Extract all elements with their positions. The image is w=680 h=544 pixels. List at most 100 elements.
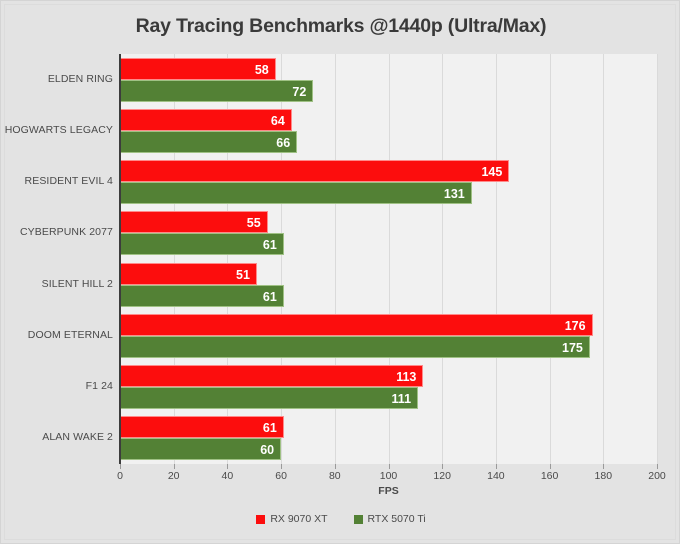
- tick-label: 120: [433, 470, 451, 482]
- bar-row: 61: [120, 284, 657, 307]
- tick-label: 200: [648, 470, 666, 482]
- tick-mark: [281, 464, 283, 469]
- bar-row: 66: [120, 130, 657, 153]
- tick-mark: [173, 464, 175, 469]
- bar[interactable]: 145: [120, 160, 510, 183]
- category-label: HOGWARTS LEGACY: [4, 123, 113, 136]
- gridline: [281, 54, 283, 464]
- tick-mark: [549, 464, 551, 469]
- bar-row: 58: [120, 57, 657, 80]
- bar-row: 51: [120, 262, 657, 285]
- category-label: CYBERPUNK 2077: [19, 226, 113, 239]
- bar-group: 113 111: [120, 365, 657, 410]
- value-axis-line: [119, 54, 121, 464]
- bar-row: 60: [120, 438, 657, 461]
- tick-label: 100: [379, 470, 398, 482]
- legend-label: RX 9070 XT: [270, 513, 328, 525]
- category-label: ELDEN RING: [47, 72, 113, 85]
- tick-label: 20: [167, 470, 180, 482]
- gridline: [549, 54, 551, 464]
- bar-value-label: 64: [270, 113, 285, 128]
- bar-row: 61: [120, 233, 657, 256]
- plot-area: 58 72 64 66 145 131 55 61 51 61 176 175 113 111 61 60: [120, 54, 658, 464]
- bar-value-label: 55: [246, 216, 261, 231]
- tick-label: 60: [275, 470, 287, 482]
- bar[interactable]: 113: [120, 365, 424, 388]
- bar-row: 113: [120, 365, 657, 388]
- legend-item[interactable]: RTX 5070 Ti: [353, 513, 426, 525]
- category-axis-labels: ELDEN RING HOGWARTS LEGACY RESIDENT EVIL 4…: [1, 54, 113, 464]
- bar[interactable]: 61: [120, 416, 284, 439]
- legend-item[interactable]: RX 9070 XT: [256, 513, 328, 525]
- bar[interactable]: 66: [120, 130, 298, 153]
- bar-value-label: 61: [262, 289, 277, 304]
- tick-mark: [120, 464, 121, 469]
- bar-group: 64 66: [120, 108, 657, 153]
- bar[interactable]: 51: [120, 262, 257, 285]
- tick-label: 40: [221, 470, 234, 482]
- bar[interactable]: 61: [120, 284, 284, 307]
- bar-row: 145: [120, 160, 657, 183]
- category-label: DOOM ETERNAL: [27, 328, 113, 341]
- bar-row: 131: [120, 182, 657, 205]
- bar[interactable]: 111: [120, 387, 419, 410]
- bar-row: 55: [120, 211, 657, 234]
- legend-swatch-icon: [353, 514, 363, 524]
- tick-mark: [442, 464, 444, 469]
- tick-mark: [227, 464, 229, 469]
- bar-value-label: 131: [443, 187, 465, 202]
- bar[interactable]: 58: [120, 57, 276, 80]
- tick-mark: [388, 464, 390, 469]
- tick-label: 0: [117, 470, 123, 482]
- bar[interactable]: 60: [120, 438, 282, 461]
- bar[interactable]: 61: [120, 233, 284, 256]
- bar-value-label: 61: [262, 238, 277, 253]
- bar-group: 51 61: [120, 262, 657, 307]
- bar-value-label: 51: [236, 267, 250, 282]
- bar-group: 61 60: [120, 416, 657, 461]
- category-label: ALAN WAKE 2: [42, 431, 113, 444]
- bar-row: 175: [120, 335, 657, 358]
- bar-group: 176 175: [120, 313, 657, 358]
- gridline: [603, 54, 605, 464]
- bar-value-label: 58: [254, 62, 269, 77]
- gridline: [227, 54, 229, 464]
- gridline: [442, 54, 444, 464]
- bar-row: 72: [120, 79, 657, 102]
- value-axis-ticks: 0 20 40 60 80 100 120 140 160 180 200: [117, 464, 666, 494]
- chart-title: Ray Tracing Benchmarks @1440p (Ultra/Max…: [135, 15, 547, 37]
- bar-value-label: 113: [396, 370, 417, 385]
- bar-row: 61: [120, 416, 657, 439]
- bar-value-label: 176: [564, 318, 586, 333]
- tick-mark: [603, 464, 605, 469]
- bar-group: 55 61: [120, 211, 657, 256]
- x-axis-title: FPS: [378, 485, 399, 497]
- gridline: [657, 54, 658, 464]
- tick-label: 80: [328, 470, 341, 482]
- gridline: [495, 54, 497, 464]
- bar-value-label: 66: [276, 135, 291, 150]
- legend-swatch-icon: [256, 514, 266, 524]
- bar-value-label: 111: [391, 392, 412, 407]
- gridline: [334, 54, 336, 464]
- bar[interactable]: 175: [120, 335, 590, 358]
- legend-label: RTX 5070 Ti: [367, 513, 426, 525]
- tick-label: 160: [540, 470, 559, 482]
- tick-mark: [334, 464, 336, 469]
- bar-value-label: 175: [562, 340, 583, 355]
- tick-label: 140: [487, 470, 505, 482]
- category-label: RESIDENT EVIL 4: [24, 175, 113, 188]
- bar[interactable]: 64: [120, 108, 292, 131]
- bar[interactable]: 55: [120, 211, 268, 234]
- gridline: [173, 54, 175, 464]
- gridline: [388, 54, 390, 464]
- chart-legend: RX 9070 XT RTX 5070 Ti: [1, 513, 679, 525]
- tick-mark: [657, 464, 658, 469]
- bar[interactable]: 131: [120, 182, 472, 205]
- bar[interactable]: 176: [120, 313, 593, 336]
- bar-value-label: 72: [292, 84, 307, 99]
- bar[interactable]: 72: [120, 79, 314, 102]
- tick-label: 180: [594, 470, 613, 482]
- bar-row: 64: [120, 108, 657, 131]
